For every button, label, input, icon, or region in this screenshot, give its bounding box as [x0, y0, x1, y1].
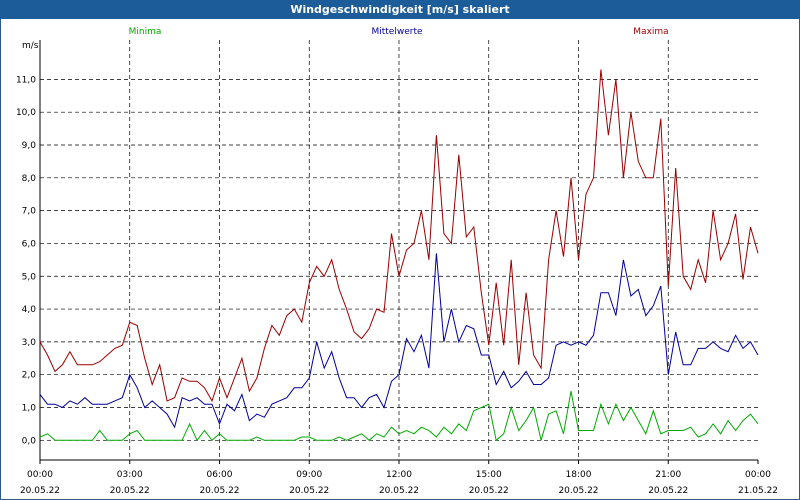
- y-tick-label: 11,0: [16, 75, 36, 85]
- y-axis-unit-label: m/s: [22, 41, 39, 51]
- x-tick-time: 15:00: [476, 470, 502, 480]
- x-tick-date: 20.05.22: [379, 486, 419, 496]
- y-tick-label: 0,0: [22, 436, 37, 446]
- series-line-minima: [39, 391, 759, 442]
- y-tick-label: 10,0: [16, 108, 36, 118]
- x-tick-time: 00:00: [27, 470, 53, 480]
- legend-label-maxima: Maxima: [633, 27, 668, 37]
- x-tick-date: 20.05.22: [110, 486, 150, 496]
- x-tick-time: 03:00: [117, 470, 143, 480]
- x-tick-date: 20.05.22: [199, 486, 239, 496]
- y-tick-label: 2,0: [22, 371, 37, 381]
- series-line-maxima: [39, 69, 759, 403]
- chart-title: Windgeschwindigkeit [m/s] skaliert: [0, 0, 800, 19]
- y-tick-label: 9,0: [22, 141, 37, 151]
- x-tick-time: 18:00: [566, 470, 592, 480]
- x-tick-time: 21:00: [655, 470, 681, 480]
- x-tick-time: 12:00: [386, 470, 412, 480]
- x-tick-date: 20.05.22: [558, 486, 598, 496]
- legend-label-mittelwerte: Mittelwerte: [371, 27, 422, 37]
- y-tick-label: 4,0: [22, 305, 37, 315]
- x-tick-time: 00:00: [745, 470, 771, 480]
- y-tick-label: 7,0: [22, 207, 37, 217]
- x-tick-date: 20.05.22: [648, 486, 688, 496]
- series-line-mittelwerte: [39, 253, 759, 429]
- x-tick-date: 20.05.22: [469, 486, 509, 496]
- y-tick-label: 8,0: [22, 174, 37, 184]
- x-tick-date: 20.05.22: [20, 486, 60, 496]
- x-tick-date: 21.05.22: [738, 486, 778, 496]
- y-tick-label: 5,0: [22, 272, 37, 282]
- x-tick-date: 20.05.22: [289, 486, 329, 496]
- y-tick-label: 3,0: [22, 338, 37, 348]
- x-tick-time: 09:00: [296, 470, 322, 480]
- x-tick-time: 06:00: [207, 470, 233, 480]
- legend-label-minima: Minima: [129, 27, 162, 37]
- y-tick-label: 6,0: [22, 239, 37, 249]
- y-tick-label: 1,0: [22, 404, 37, 414]
